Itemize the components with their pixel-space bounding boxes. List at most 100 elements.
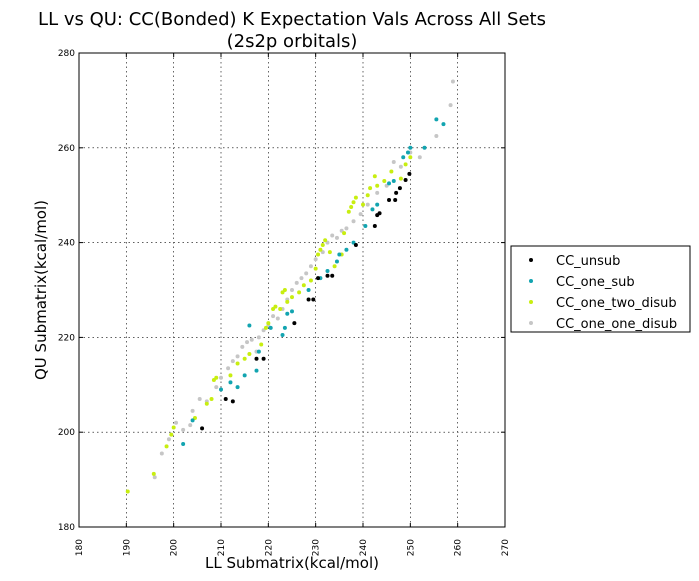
data-point-CC_one_one_disub: [188, 423, 193, 428]
data-point-CC_unsub: [403, 178, 408, 183]
data-point-CC_one_two_disub: [389, 169, 394, 174]
x-axis-label: LL Submatrix(kcal/mol): [205, 554, 379, 572]
data-point-CC_one_one_disub: [299, 276, 304, 281]
data-point-CC_one_two_disub: [332, 264, 337, 269]
data-point-CC_one_sub: [190, 418, 195, 423]
data-point-CC_one_one_disub: [197, 397, 202, 402]
data-point-CC_one_one_disub: [235, 354, 240, 359]
x-tick-label: 180: [75, 539, 85, 556]
data-point-CC_one_sub: [344, 247, 349, 252]
data-point-CC_one_sub: [280, 333, 285, 338]
data-point-CC_one_sub: [247, 323, 252, 328]
data-point-CC_unsub: [254, 356, 259, 361]
data-point-CC_one_two_disub: [361, 202, 365, 207]
data-point-CC_one_two_disub: [375, 183, 380, 188]
data-point-CC_one_sub: [370, 207, 375, 212]
y-tick-label: 220: [58, 333, 75, 343]
data-point-CC_one_one_disub: [219, 375, 223, 380]
data-point-CC_one_one_disub: [375, 190, 380, 195]
data-point-CC_unsub: [311, 297, 316, 302]
data-point-CC_one_one_disub: [271, 314, 276, 319]
data-point-CC_unsub: [292, 321, 297, 326]
data-point-CC_one_two_disub: [285, 299, 290, 304]
y-tick-label: 260: [58, 144, 75, 154]
data-point-CC_one_two_disub: [316, 252, 321, 257]
data-point-CC_one_sub: [181, 442, 186, 447]
data-point-CC_one_two_disub: [353, 195, 358, 200]
legend: CC_unsub CC_one_sub CC_one_two_disub CC_one…: [510, 245, 691, 333]
legend-marker-CC_unsub: [529, 258, 533, 262]
y-tick-label: 200: [58, 428, 75, 438]
data-points: [125, 79, 455, 494]
data-point-CC_one_two_disub: [171, 425, 176, 430]
data-point-CC_one_sub: [334, 259, 339, 264]
data-point-CC_one_sub: [282, 325, 287, 330]
legend-frame: [510, 245, 691, 333]
data-point-CC_one_one_disub: [230, 359, 235, 364]
data-point-CC_unsub: [407, 171, 412, 176]
chart-title-line2: (2s2p orbitals): [227, 31, 358, 52]
data-point-CC_one_two_disub: [365, 193, 370, 198]
data-point-CC_one_two_disub: [235, 361, 240, 366]
data-point-CC_one_sub: [375, 202, 380, 207]
data-point-CC_one_sub: [387, 181, 392, 186]
grid-lines: [79, 53, 505, 527]
data-point-CC_unsub: [316, 276, 321, 281]
data-point-CC_one_one_disub: [240, 344, 245, 349]
data-point-CC_one_two_disub: [247, 351, 252, 356]
data-point-CC_one_two_disub: [278, 306, 283, 311]
legend-label-CC_unsub: CC_unsub: [556, 254, 620, 269]
data-point-CC_one_sub: [337, 252, 342, 257]
legend-marker-CC_one_two_disub: [529, 300, 533, 304]
data-point-CC_one_one_disub: [152, 475, 157, 480]
data-point-CC_unsub: [306, 297, 311, 302]
x-tick-label: 230: [312, 539, 322, 556]
x-tick-label: 210: [217, 539, 227, 556]
data-point-CC_one_one_disub: [391, 160, 396, 165]
data-point-CC_unsub: [377, 211, 382, 216]
data-point-CC_one_two_disub: [282, 288, 287, 292]
data-point-CC_unsub: [397, 186, 402, 191]
data-point-CC_one_sub: [285, 311, 290, 316]
data-point-CC_one_one_disub: [304, 271, 309, 276]
chart-title-line1: LL vs QU: CC(Bonded) K Expectation Vals …: [38, 9, 546, 30]
data-point-CC_one_one_disub: [294, 280, 299, 285]
data-point-CC_one_one_disub: [166, 437, 171, 442]
data-point-CC_one_sub: [325, 269, 330, 274]
x-tick-label: 250: [406, 539, 416, 556]
data-point-CC_unsub: [200, 426, 205, 431]
x-tick-label: 260: [454, 539, 464, 556]
data-point-CC_unsub: [230, 399, 235, 404]
data-point-CC_one_one_disub: [256, 335, 261, 340]
data-point-CC_one_sub: [242, 373, 247, 378]
data-point-CC_one_two_disub: [204, 401, 209, 406]
data-point-CC_one_two_disub: [290, 295, 294, 300]
data-point-CC_one_sub: [434, 117, 439, 122]
data-point-CC_one_two_disub: [346, 209, 351, 214]
data-point-CC_one_two_disub: [259, 342, 264, 347]
data-point-CC_one_sub: [391, 178, 396, 183]
data-point-CC_one_two_disub: [372, 174, 377, 179]
data-point-CC_one_sub: [268, 325, 273, 330]
data-point-CC_one_sub: [254, 368, 259, 373]
y-tick-label: 280: [58, 49, 75, 59]
data-point-CC_one_two_disub: [125, 489, 130, 494]
data-point-CC_one_sub: [256, 349, 261, 354]
data-point-CC_one_two_disub: [214, 375, 219, 380]
data-point-CC_one_two_disub: [164, 444, 169, 449]
x-tick-label: 240: [359, 539, 369, 556]
data-point-CC_one_one_disub: [275, 316, 280, 321]
data-point-CC_one_two_disub: [323, 238, 328, 243]
y-axis-ticks: 180 200 220 240 260 280: [58, 49, 505, 533]
data-point-CC_unsub: [261, 356, 266, 361]
data-point-CC_one_two_disub: [151, 471, 156, 476]
data-point-CC_one_two_disub: [228, 373, 233, 378]
data-point-CC_unsub: [353, 242, 358, 247]
data-point-CC_one_two_disub: [273, 304, 278, 309]
data-point-CC_one_two_disub: [342, 231, 347, 236]
data-point-CC_one_one_disub: [214, 385, 219, 390]
data-point-CC_one_two_disub: [382, 178, 387, 183]
data-point-CC_one_two_disub: [266, 321, 271, 326]
y-tick-label: 240: [58, 239, 75, 249]
